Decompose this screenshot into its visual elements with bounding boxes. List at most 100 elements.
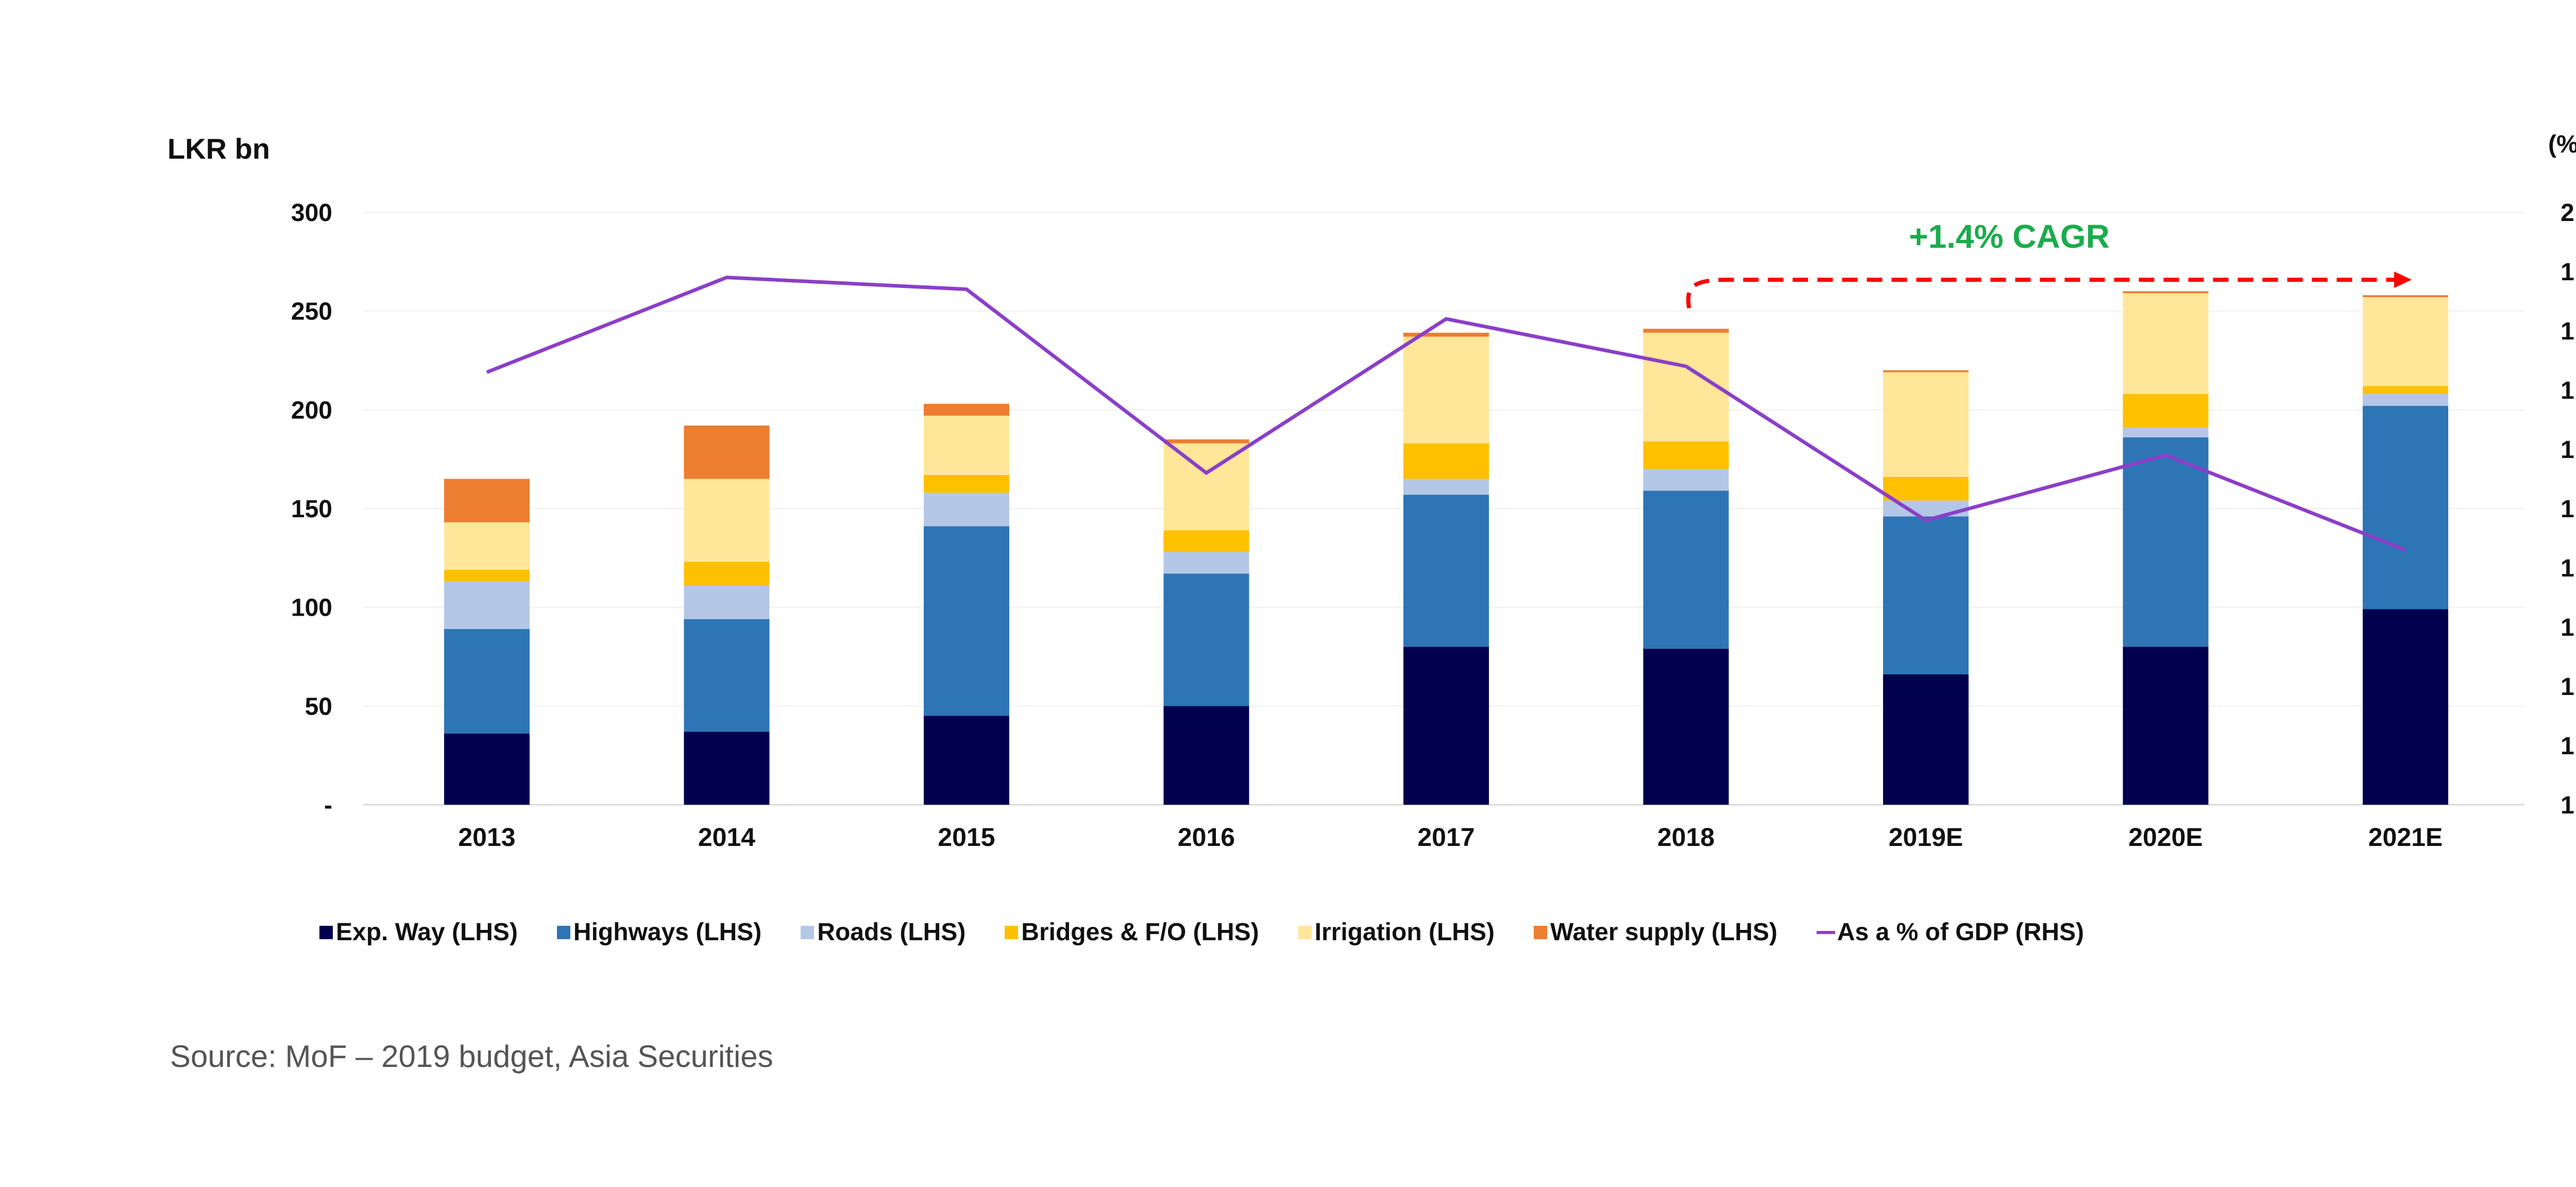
y2-tick-label: 1.1 — [2561, 733, 2576, 760]
legend-swatch — [556, 925, 570, 939]
bar-segment — [1643, 490, 1729, 649]
y-axis-right-title: (%) — [2548, 131, 2576, 158]
bar-segment — [924, 403, 1009, 416]
bar-segment — [1403, 479, 1489, 495]
source-note: Source: MoF – 2019 budget, Asia Securiti… — [170, 1039, 773, 1074]
bar-segment — [1163, 439, 1249, 444]
legend-swatch — [801, 925, 815, 939]
bar-segment — [444, 629, 530, 734]
x-tick-label: 2017 — [1417, 823, 1475, 852]
cagr-arrowhead — [2394, 272, 2412, 288]
x-tick-label: 2015 — [938, 823, 995, 852]
bar-segment — [684, 426, 770, 479]
y2-tick-label: 1.7 — [2561, 377, 2576, 404]
bar-segment — [444, 581, 530, 629]
gdp-line-point — [726, 277, 727, 278]
x-tick-label: 2020E — [2128, 823, 2203, 852]
y2-tick-label: 1.5 — [2561, 496, 2576, 523]
bar-segment — [1643, 649, 1729, 805]
x-tick-label: 2019E — [1889, 823, 1963, 852]
bar-segment — [2123, 291, 2209, 294]
legend-label: Water supply (LHS) — [1550, 919, 1777, 946]
bar-segment — [1643, 329, 1729, 333]
bar-segment — [1883, 370, 1969, 372]
bar-segment — [1403, 495, 1489, 647]
legend-swatch — [1005, 925, 1019, 939]
bar-segment — [1643, 441, 1729, 469]
legend-label: Irrigation (LHS) — [1314, 919, 1495, 946]
bar-segment — [2123, 427, 2209, 437]
y2-tick-label: 1.4 — [2561, 555, 2576, 582]
bar-segment — [444, 479, 530, 522]
legend-label: As a % of GDP (RHS) — [1837, 919, 2084, 946]
bar-segment — [1163, 706, 1249, 805]
y2-tick-label: 1.0 — [2561, 792, 2576, 819]
gdp-line-series — [486, 275, 2406, 552]
y2-tick-label: 1.6 — [2561, 436, 2576, 464]
bar-segment — [684, 619, 770, 732]
bar-segment — [2363, 394, 2448, 406]
bar-segment — [2363, 295, 2448, 297]
bar-segment — [684, 562, 770, 586]
bar-segment — [924, 415, 1009, 475]
bar-segment — [2363, 609, 2448, 805]
bar-segment — [1403, 336, 1489, 444]
bar-segment — [2363, 297, 2448, 386]
bar-segment — [684, 585, 770, 619]
bar-segment — [1403, 647, 1489, 805]
bar-segment — [1163, 573, 1249, 706]
legend-label: Bridges & F/O (LHS) — [1021, 919, 1259, 946]
y-tick-label: 300 — [291, 199, 332, 227]
bar-segment — [2123, 647, 2209, 805]
y2-tick-label: 1.3 — [2561, 614, 2576, 641]
legend: Exp. Way (LHS) Highways (LHS) Roads (LHS… — [319, 918, 2084, 946]
bar-segment — [2123, 394, 2209, 428]
legend-item-water-supply: Water supply (LHS) — [1533, 918, 1777, 946]
cagr-annotation: +1.4% CAGR — [1909, 218, 2110, 255]
y2-tick-label: 1.8 — [2561, 318, 2576, 345]
legend-item-bridges: Bridges & F/O (LHS) — [1005, 918, 1259, 946]
y-axis-left-title: LKR bn — [167, 132, 270, 165]
bar-stacks — [444, 291, 2448, 805]
y2-tick-label: 1.9 — [2561, 259, 2576, 286]
bar-segment — [1643, 469, 1729, 491]
y2-tick-label: 1.2 — [2561, 673, 2576, 701]
legend-item-highways: Highways (LHS) — [556, 918, 762, 946]
bar-segment — [924, 526, 1009, 716]
legend-label: Highways (LHS) — [573, 919, 762, 946]
y-tick-label: 50 — [305, 693, 332, 720]
bar-segment — [924, 716, 1009, 805]
legend-swatch — [319, 925, 333, 939]
y-tick-label: 200 — [291, 397, 332, 424]
bar-segment — [1883, 516, 1969, 674]
bar-segment — [2123, 293, 2209, 394]
axis-ticks: - 50 100 150 200 250 300 1.0 1.1 1.2 1.3 1.4 1.5 1.6 1… — [291, 199, 2576, 852]
legend-label: Exp. Way (LHS) — [336, 919, 518, 946]
legend-line-swatch — [1816, 930, 1835, 934]
bar-segment — [1403, 443, 1489, 479]
bar-segment — [924, 493, 1009, 527]
bar-segment — [1883, 477, 1969, 501]
x-tick-label: 2013 — [458, 823, 515, 852]
legend-swatch — [1298, 925, 1312, 939]
bar-segment — [1163, 443, 1249, 531]
legend-item-irrigation: Irrigation (LHS) — [1298, 918, 1495, 946]
bar-segment — [684, 732, 770, 805]
legend-item-gdp: As a % of GDP (RHS) — [1816, 918, 2084, 946]
bar-segment — [2363, 405, 2448, 609]
bar-segment — [924, 474, 1009, 493]
legend-item-roads: Roads (LHS) — [801, 918, 965, 946]
bar-segment — [1163, 552, 1249, 574]
bar-segment — [2363, 386, 2448, 394]
bar-segment — [684, 479, 770, 562]
y2-tick-label: 2.0 — [2561, 199, 2576, 227]
cagr-arrow-path — [1686, 278, 2396, 309]
legend-label: Roads (LHS) — [817, 919, 966, 946]
bar-segment — [1643, 332, 1729, 442]
bar-segment — [444, 522, 530, 570]
y-tick-label: - — [324, 792, 332, 819]
bar-segment — [1163, 530, 1249, 552]
x-tick-label: 2016 — [1178, 823, 1235, 852]
y-tick-label: 250 — [291, 298, 332, 326]
